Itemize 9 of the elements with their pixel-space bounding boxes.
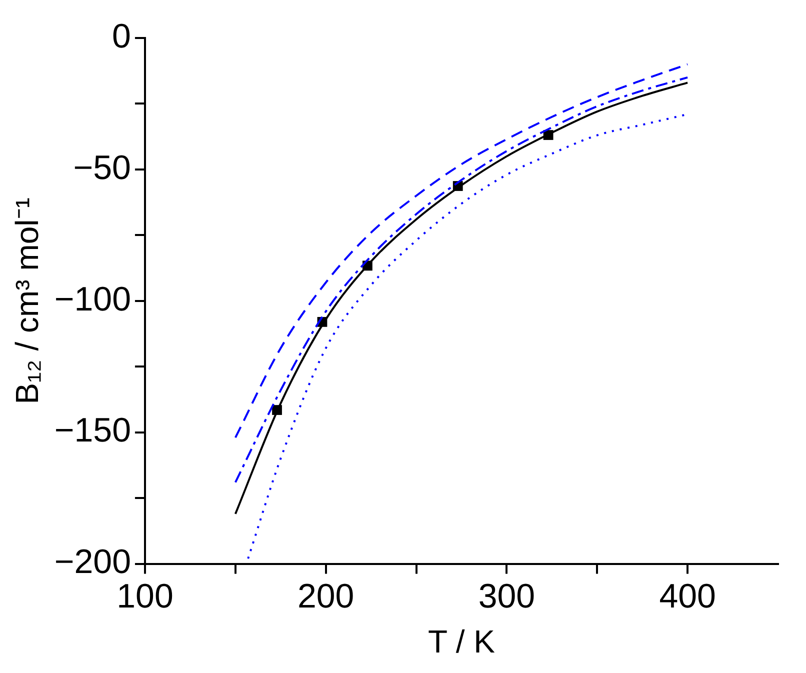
- y-tick-label: −50: [73, 148, 131, 187]
- y-tick-label: −100: [54, 280, 131, 318]
- y-tick-label: −150: [54, 412, 131, 450]
- x-tick-label: 400: [659, 578, 716, 616]
- y-axis-title: B₁₂ / cm³ mol⁻¹: [9, 198, 46, 404]
- x-tick-label: 200: [297, 578, 354, 616]
- x-tick-label: 300: [478, 578, 536, 616]
- x-axis-title: T / K: [428, 624, 495, 660]
- y-tick-label: 0: [112, 17, 131, 56]
